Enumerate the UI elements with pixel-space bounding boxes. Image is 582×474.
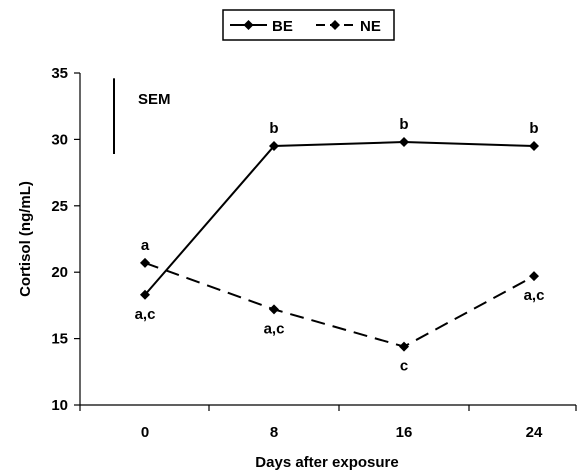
data-point: [140, 289, 150, 300]
legend-item-be: BE: [230, 18, 293, 35]
y-axis-ticks: 10 15 20 25 30 35: [51, 65, 80, 414]
y-axis-title: Cortisol (ng/mL): [17, 181, 34, 297]
y-tick-label: 35: [51, 65, 68, 82]
series-line-ne: [144, 261, 535, 348]
sem-label: SEM: [138, 91, 171, 108]
series-be: a,c b b b: [135, 116, 539, 323]
y-tick-label: 20: [51, 264, 68, 281]
significance-label: a: [141, 237, 150, 254]
significance-label: b: [269, 120, 278, 137]
x-axis-title: Days after exposure: [255, 454, 398, 471]
legend-item-ne: NE: [316, 18, 381, 35]
significance-label: c: [400, 358, 408, 375]
data-point: [529, 141, 539, 152]
legend-marker-ne: [330, 20, 340, 30]
data-point: [529, 271, 539, 282]
x-tick-label: 16: [396, 424, 413, 441]
y-tick-label: 10: [51, 397, 68, 414]
series-layer: a,c b b b a a,c c a,c: [135, 116, 545, 375]
series-ne: a a,c c a,c: [140, 237, 544, 375]
significance-label: b: [529, 120, 538, 137]
significance-label: a,c: [524, 287, 545, 304]
x-tick-label: 0: [141, 424, 149, 441]
y-tick-label: 15: [51, 331, 68, 348]
significance-label: a,c: [264, 320, 285, 337]
series-line-be: [144, 141, 535, 296]
significance-label: b: [399, 116, 408, 133]
x-tick-label: 24: [526, 424, 543, 441]
legend-label-be: BE: [272, 18, 293, 35]
legend: BE NE: [222, 9, 395, 41]
data-point: [399, 137, 409, 148]
legend-marker-be: [243, 20, 254, 30]
significance-label: a,c: [135, 306, 156, 323]
data-point: [269, 141, 279, 152]
data-point: [140, 257, 150, 268]
x-axis-ticks: 0 8 16 24: [79, 405, 577, 441]
data-point: [399, 341, 409, 352]
y-tick-label: 30: [51, 131, 68, 148]
legend-label-ne: NE: [360, 18, 381, 35]
data-point: [269, 304, 279, 315]
sem-indicator: SEM: [113, 78, 171, 155]
y-tick-label: 25: [51, 198, 68, 215]
x-tick-label: 8: [270, 424, 278, 441]
